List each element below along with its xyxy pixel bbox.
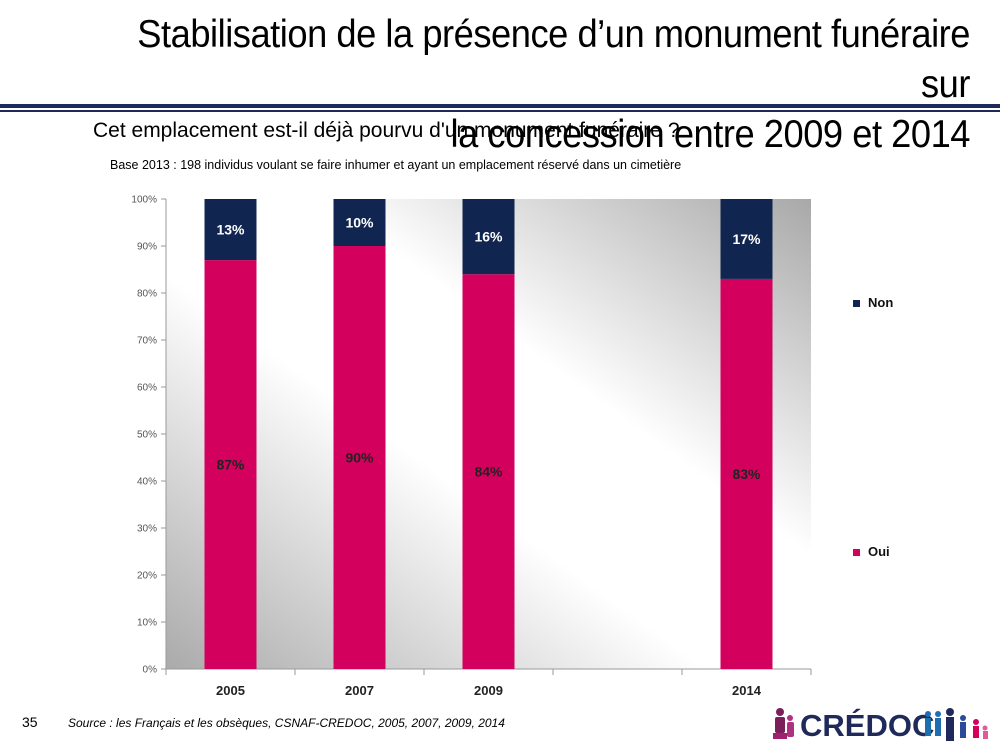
- bar-non: [720, 199, 773, 279]
- bar-oui: [720, 278, 773, 669]
- x-tick-label: 2005: [216, 683, 245, 698]
- stacked-bar-chart: 0% 10% 20% 30% 40% 50% 60% 70% 80% 90% 100% 2005 200…: [131, 195, 893, 699]
- source-note: Source : les Français et les obsèques, C…: [68, 716, 505, 730]
- y-tick-label: 30%: [137, 524, 157, 535]
- title-rule-thin: [0, 110, 1000, 112]
- y-tick-label: 100%: [131, 195, 157, 206]
- x-tick-label: 2007: [345, 683, 374, 698]
- legend-swatch-oui: [853, 549, 860, 556]
- data-label-non: 16%: [474, 229, 503, 245]
- x-tick-label: 2009: [474, 683, 503, 698]
- y-tick-label: 20%: [137, 571, 157, 582]
- title-line-1: Stabilisation de la présence d’un monume…: [137, 13, 970, 106]
- bar-non: [204, 199, 257, 261]
- y-tick-label: 90%: [137, 242, 157, 253]
- data-label-oui: 87%: [216, 457, 245, 473]
- y-tick-label: 10%: [137, 618, 157, 629]
- data-label-non: 17%: [732, 231, 761, 247]
- logo-text: CRÉDOC: [800, 708, 934, 743]
- data-label-oui: 90%: [345, 450, 374, 466]
- y-tick-label: 60%: [137, 383, 157, 394]
- bar-non: [462, 199, 515, 275]
- y-tick-label: 80%: [137, 289, 157, 300]
- page-number: 35: [22, 714, 38, 730]
- legend-label-oui: Oui: [868, 544, 890, 559]
- y-tick-label: 0%: [143, 665, 158, 676]
- data-label-oui: 83%: [732, 466, 761, 482]
- question-text: Cet emplacement est-il déjà pourvu d'un …: [93, 119, 680, 142]
- y-tick-label: 40%: [137, 477, 157, 488]
- y-tick-label: 50%: [137, 430, 157, 441]
- data-label-non: 10%: [345, 215, 374, 231]
- bar-oui: [462, 274, 515, 669]
- bar-oui: [333, 246, 386, 669]
- title-rule-thick: [0, 104, 1000, 108]
- base-note: Base 2013 : 198 individus voulant se fai…: [110, 158, 682, 172]
- data-label-oui: 84%: [474, 464, 503, 480]
- bar-non: [333, 199, 386, 246]
- legend-swatch-non: [853, 300, 860, 307]
- bar-oui: [204, 260, 257, 669]
- y-tick-label: 70%: [137, 336, 157, 347]
- legend-label-non: Non: [868, 295, 893, 310]
- title-line-2: la concession entre 2009 et 2014: [450, 113, 971, 156]
- x-tick-label: 2014: [732, 683, 762, 698]
- logo-figures-right: [925, 708, 988, 741]
- logo-figure-left: [773, 708, 794, 739]
- credoc-logo: CRÉDOC: [773, 708, 988, 743]
- data-label-non: 13%: [216, 222, 245, 238]
- slide-title: Stabilisation de la présence d’un monume…: [133, 10, 970, 160]
